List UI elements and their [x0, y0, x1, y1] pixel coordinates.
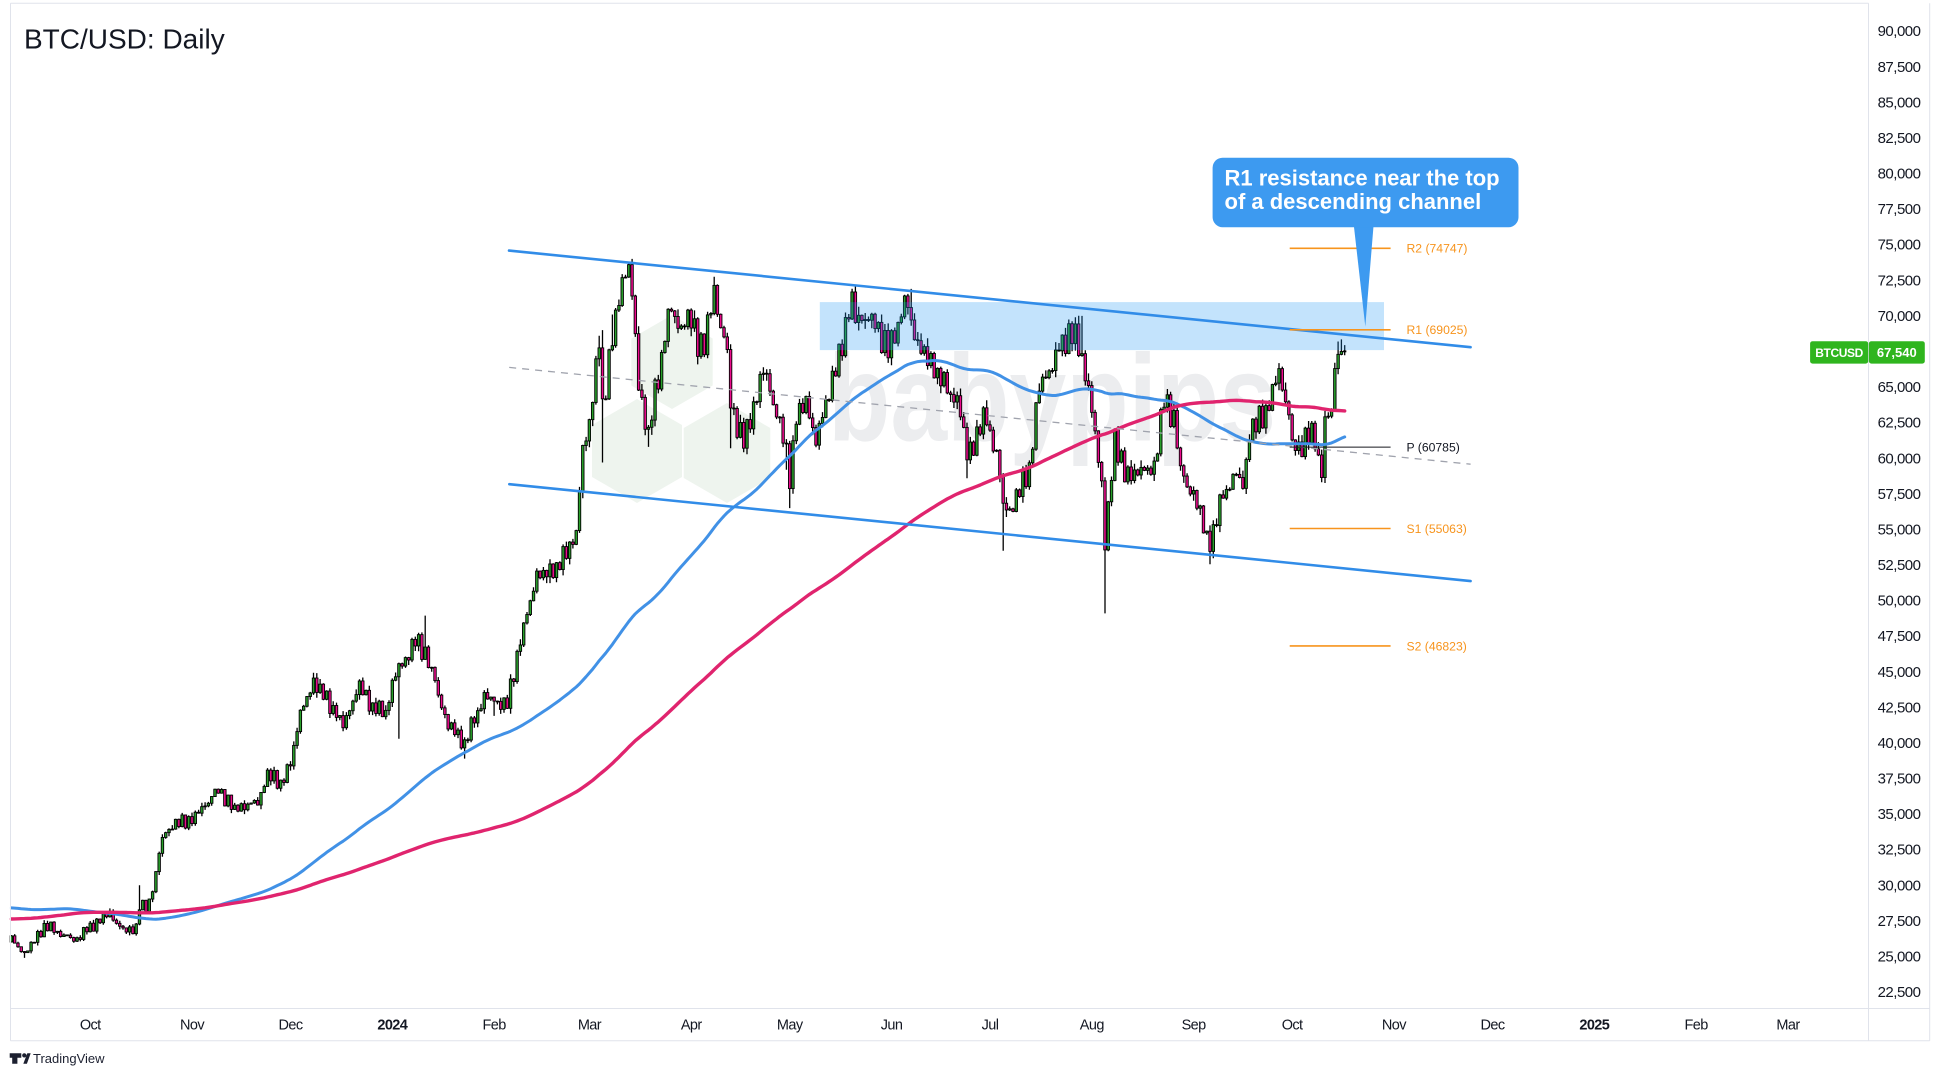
svg-text:25,000: 25,000 [1878, 949, 1921, 966]
svg-text:77,500: 77,500 [1878, 201, 1921, 218]
svg-text:Feb: Feb [1685, 1018, 1709, 1034]
svg-text:62,500: 62,500 [1878, 415, 1921, 432]
svg-text:Oct: Oct [80, 1018, 101, 1034]
svg-text:Jul: Jul [982, 1018, 999, 1034]
svg-text:57,500: 57,500 [1878, 486, 1921, 503]
svg-text:Sep: Sep [1182, 1018, 1207, 1034]
svg-text:72,500: 72,500 [1878, 272, 1921, 289]
svg-text:Dec: Dec [1481, 1018, 1505, 1034]
svg-text:27,500: 27,500 [1878, 913, 1921, 930]
svg-text:70,000: 70,000 [1878, 308, 1921, 325]
svg-text:BTC/USD: Daily: BTC/USD: Daily [24, 24, 225, 55]
svg-text:May: May [777, 1018, 804, 1034]
svg-text:Mar: Mar [1776, 1018, 1800, 1034]
svg-text:Oct: Oct [1282, 1018, 1303, 1034]
svg-text:47,500: 47,500 [1878, 628, 1921, 645]
svg-text:30,000: 30,000 [1878, 877, 1921, 894]
svg-text:2024: 2024 [377, 1018, 407, 1034]
svg-text:42,500: 42,500 [1878, 699, 1921, 716]
svg-text:Aug: Aug [1080, 1018, 1105, 1034]
svg-text:60,000: 60,000 [1878, 450, 1921, 467]
svg-text:35,000: 35,000 [1878, 806, 1921, 823]
svg-text:80,000: 80,000 [1878, 166, 1921, 183]
svg-text:75,000: 75,000 [1878, 237, 1921, 254]
svg-text:Jun: Jun [881, 1018, 903, 1034]
svg-text:TradingView: TradingView [33, 1051, 105, 1066]
svg-text:babypips: babypips [828, 330, 1276, 467]
svg-text:37,500: 37,500 [1878, 771, 1921, 788]
svg-text:52,500: 52,500 [1878, 557, 1921, 574]
svg-text:2025: 2025 [1579, 1018, 1609, 1034]
svg-text:45,000: 45,000 [1878, 664, 1921, 681]
svg-text:Mar: Mar [578, 1018, 602, 1034]
svg-text:Dec: Dec [279, 1018, 303, 1034]
svg-text:90,000: 90,000 [1878, 23, 1921, 40]
svg-text:S1 (55063): S1 (55063) [1407, 522, 1467, 536]
svg-text:R1 resistance near the top: R1 resistance near the top [1225, 165, 1500, 190]
svg-text:55,000: 55,000 [1878, 521, 1921, 538]
svg-text:Nov: Nov [1382, 1018, 1407, 1034]
svg-text:S2 (46823): S2 (46823) [1407, 639, 1467, 653]
svg-text:Nov: Nov [180, 1018, 205, 1034]
svg-text:R1 (69025): R1 (69025) [1407, 323, 1468, 337]
svg-text:50,000: 50,000 [1878, 593, 1921, 610]
svg-text:Feb: Feb [483, 1018, 507, 1034]
svg-text:Apr: Apr [681, 1018, 703, 1034]
svg-text:65,000: 65,000 [1878, 379, 1921, 396]
svg-text:of a descending channel: of a descending channel [1225, 189, 1482, 214]
svg-text:40,000: 40,000 [1878, 735, 1921, 752]
svg-text:P (60785): P (60785) [1407, 441, 1460, 455]
svg-text:32,500: 32,500 [1878, 842, 1921, 859]
svg-text:67,540: 67,540 [1877, 345, 1917, 360]
svg-text:82,500: 82,500 [1878, 130, 1921, 147]
svg-text:22,500: 22,500 [1878, 984, 1921, 1001]
svg-text:R2 (74747): R2 (74747) [1407, 242, 1468, 256]
svg-text:BTCUSD: BTCUSD [1815, 346, 1863, 360]
svg-text:85,000: 85,000 [1878, 94, 1921, 111]
svg-text:87,500: 87,500 [1878, 59, 1921, 76]
